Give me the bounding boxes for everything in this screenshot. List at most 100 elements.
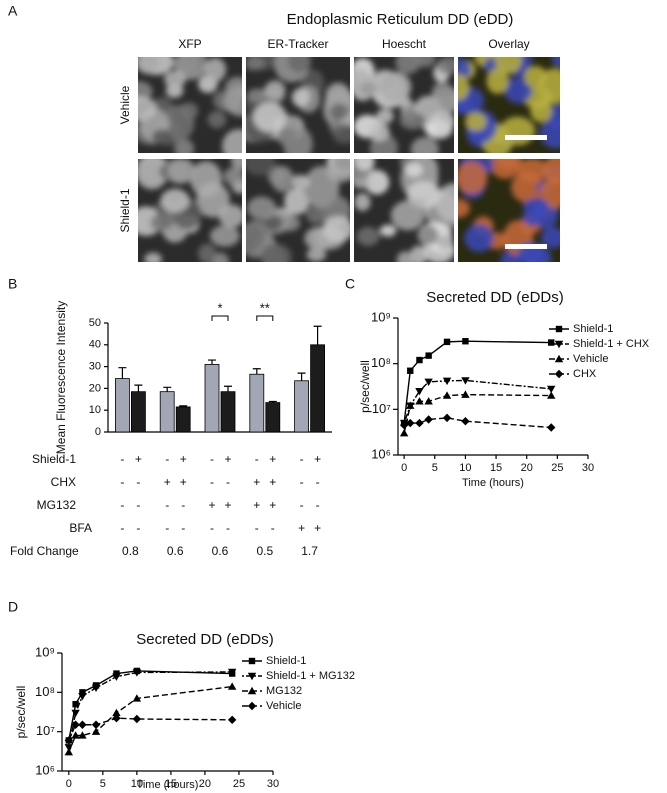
cell xyxy=(359,81,378,96)
bar xyxy=(115,378,130,433)
cells xyxy=(246,159,350,262)
treatment-sign: - xyxy=(300,452,304,466)
cell xyxy=(435,234,454,249)
bar xyxy=(130,391,146,433)
cells xyxy=(354,57,454,153)
treatment-sign: - xyxy=(165,452,169,466)
marker xyxy=(443,338,451,346)
series-line xyxy=(68,670,233,741)
treatment-sign: - xyxy=(226,521,230,535)
treatment-label: MG132 xyxy=(37,498,77,512)
cell xyxy=(152,129,172,144)
cell xyxy=(458,95,474,114)
treatment-sign: - xyxy=(136,498,140,512)
x-tick-label: 20 xyxy=(199,778,211,790)
cell xyxy=(503,76,533,104)
y-axis-label: p/sec/well xyxy=(358,360,372,413)
error-bar xyxy=(224,385,232,392)
panel-label: D xyxy=(8,599,18,615)
cell xyxy=(541,226,560,249)
bar xyxy=(265,402,281,433)
cell xyxy=(178,57,201,70)
treatment-sign: + xyxy=(253,475,260,489)
cell xyxy=(524,65,548,89)
cells xyxy=(246,57,350,153)
bar xyxy=(220,391,236,433)
cell xyxy=(376,108,394,124)
marker xyxy=(227,668,237,677)
marker xyxy=(462,338,469,345)
cell xyxy=(174,139,195,153)
x-tick-label: 20 xyxy=(521,462,533,474)
error-bar xyxy=(118,367,127,379)
error-bar xyxy=(134,384,143,392)
y-axis-label: Mean Fluorescence Intensity xyxy=(54,301,68,454)
x-tick-label: 5 xyxy=(432,462,438,474)
micrograph xyxy=(138,57,242,153)
bar xyxy=(294,380,310,433)
treatment-sign: - xyxy=(120,521,124,535)
marker xyxy=(424,397,433,405)
x-tick-label: 25 xyxy=(551,462,563,474)
marker xyxy=(415,418,424,428)
micrograph xyxy=(354,57,454,153)
cell xyxy=(330,103,348,120)
treatment-sign: + xyxy=(224,452,231,466)
row-label: Shield-1 xyxy=(118,188,132,232)
treatment-sign: + xyxy=(135,452,142,466)
marker xyxy=(442,377,452,386)
y-tick-label: 10 xyxy=(89,404,101,416)
treatment-sign: - xyxy=(210,452,214,466)
cell xyxy=(464,224,494,253)
cell xyxy=(431,110,454,133)
treatment-sign: - xyxy=(226,475,230,489)
cell xyxy=(379,224,397,237)
fold-change-value: 0.5 xyxy=(256,544,273,558)
column-header: XFP xyxy=(178,37,201,51)
cell xyxy=(218,204,242,228)
x-tick-label: 30 xyxy=(582,462,594,474)
cell xyxy=(499,116,536,146)
treatment-sign: - xyxy=(316,475,320,489)
micrograph xyxy=(458,57,560,153)
treatment-sign: + xyxy=(298,521,305,535)
marker xyxy=(554,340,564,349)
fold-change-label: Fold Change xyxy=(10,544,79,558)
treatment-sign: - xyxy=(210,475,214,489)
chart-title: Secreted DD (eDDs) xyxy=(136,631,274,648)
marker xyxy=(415,397,424,405)
panel-label: B xyxy=(8,276,17,292)
x-tick-label: 25 xyxy=(233,778,245,790)
micrograph xyxy=(246,57,350,153)
y-axis-label: p/sec/well xyxy=(14,686,28,739)
fold-change-value: 0.8 xyxy=(122,544,139,558)
marker xyxy=(78,720,87,729)
treatment-label: Shield-1 xyxy=(32,452,76,466)
error-bar xyxy=(208,359,216,365)
cell xyxy=(354,159,375,172)
error-bar xyxy=(163,386,172,392)
cell xyxy=(410,137,439,153)
marker xyxy=(227,682,237,690)
fold-change-value: 0.6 xyxy=(212,544,229,558)
cell xyxy=(332,124,350,144)
cell xyxy=(253,102,287,133)
cell xyxy=(406,181,441,210)
marker xyxy=(442,413,452,423)
bar xyxy=(310,344,326,433)
cell xyxy=(409,245,428,262)
treatment-sign: + xyxy=(269,452,276,466)
x-tick-label: 15 xyxy=(490,462,502,474)
cell xyxy=(160,188,190,213)
treatment-sign: - xyxy=(181,521,185,535)
cell xyxy=(230,159,242,171)
treatment-sign: - xyxy=(300,475,304,489)
marker xyxy=(547,391,556,399)
marker xyxy=(425,352,432,359)
figure-title: Endoplasmic Reticulum DD (eDD) xyxy=(287,11,514,28)
treatment-sign: - xyxy=(255,521,259,535)
cell xyxy=(271,166,294,193)
marker xyxy=(547,385,556,394)
marker xyxy=(71,731,80,739)
cell xyxy=(138,95,157,122)
